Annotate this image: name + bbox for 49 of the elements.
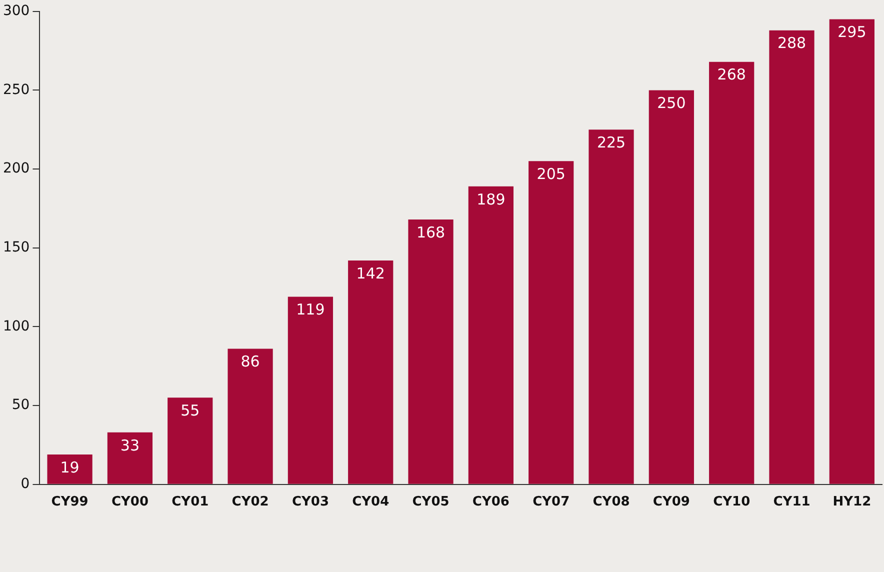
data-label: 268 <box>717 66 746 84</box>
x-tick-label: CY10 <box>713 494 750 510</box>
x-tick-label: CY11 <box>773 494 810 510</box>
x-tick-label: CY09 <box>652 494 690 510</box>
data-label: 288 <box>777 34 806 52</box>
bar <box>47 454 92 484</box>
bar <box>408 220 454 484</box>
x-tick-label: CY99 <box>51 494 88 510</box>
y-tick-label: 300 <box>2 3 30 20</box>
x-tick-label: CY07 <box>532 494 570 510</box>
bar <box>288 296 334 484</box>
bar <box>107 432 153 484</box>
bar <box>468 186 514 484</box>
y-tick-label: 150 <box>2 240 30 256</box>
x-tick-label: CY00 <box>111 494 148 510</box>
y-tick-label: 250 <box>2 82 30 98</box>
data-label: 142 <box>356 264 385 282</box>
bar <box>709 62 754 484</box>
bar <box>228 348 273 484</box>
bar <box>348 260 394 484</box>
data-label: 189 <box>476 190 506 208</box>
x-tick-label: HY12 <box>832 494 872 510</box>
x-tick-label: CY01 <box>172 494 209 510</box>
data-label: 86 <box>240 352 260 371</box>
data-label: 295 <box>838 23 866 42</box>
data-label: 55 <box>180 402 200 420</box>
bar <box>769 30 814 484</box>
data-label: 225 <box>596 134 626 152</box>
bar <box>648 90 694 484</box>
x-tick-label: CY02 <box>232 494 269 510</box>
x-tick-label: CY04 <box>352 494 390 510</box>
x-tick-label: CY08 <box>592 494 630 510</box>
bar <box>829 19 874 484</box>
data-label: 119 <box>296 300 325 319</box>
y-tick-label: 0 <box>20 476 30 492</box>
data-label: 205 <box>536 165 566 184</box>
y-tick-label: 50 <box>12 397 30 414</box>
x-tick-label: CY06 <box>472 494 510 510</box>
y-tick-label: 100 <box>2 318 30 334</box>
y-tick-label: 200 <box>2 160 30 177</box>
x-tick-label: CY05 <box>412 494 450 510</box>
bar <box>588 130 634 484</box>
bar <box>528 161 574 484</box>
data-label: 250 <box>657 94 686 112</box>
data-label: 19 <box>60 458 80 476</box>
x-tick-label: CY03 <box>292 494 329 510</box>
bar <box>168 398 213 484</box>
data-label: 33 <box>120 436 140 454</box>
data-label: 168 <box>416 223 446 242</box>
